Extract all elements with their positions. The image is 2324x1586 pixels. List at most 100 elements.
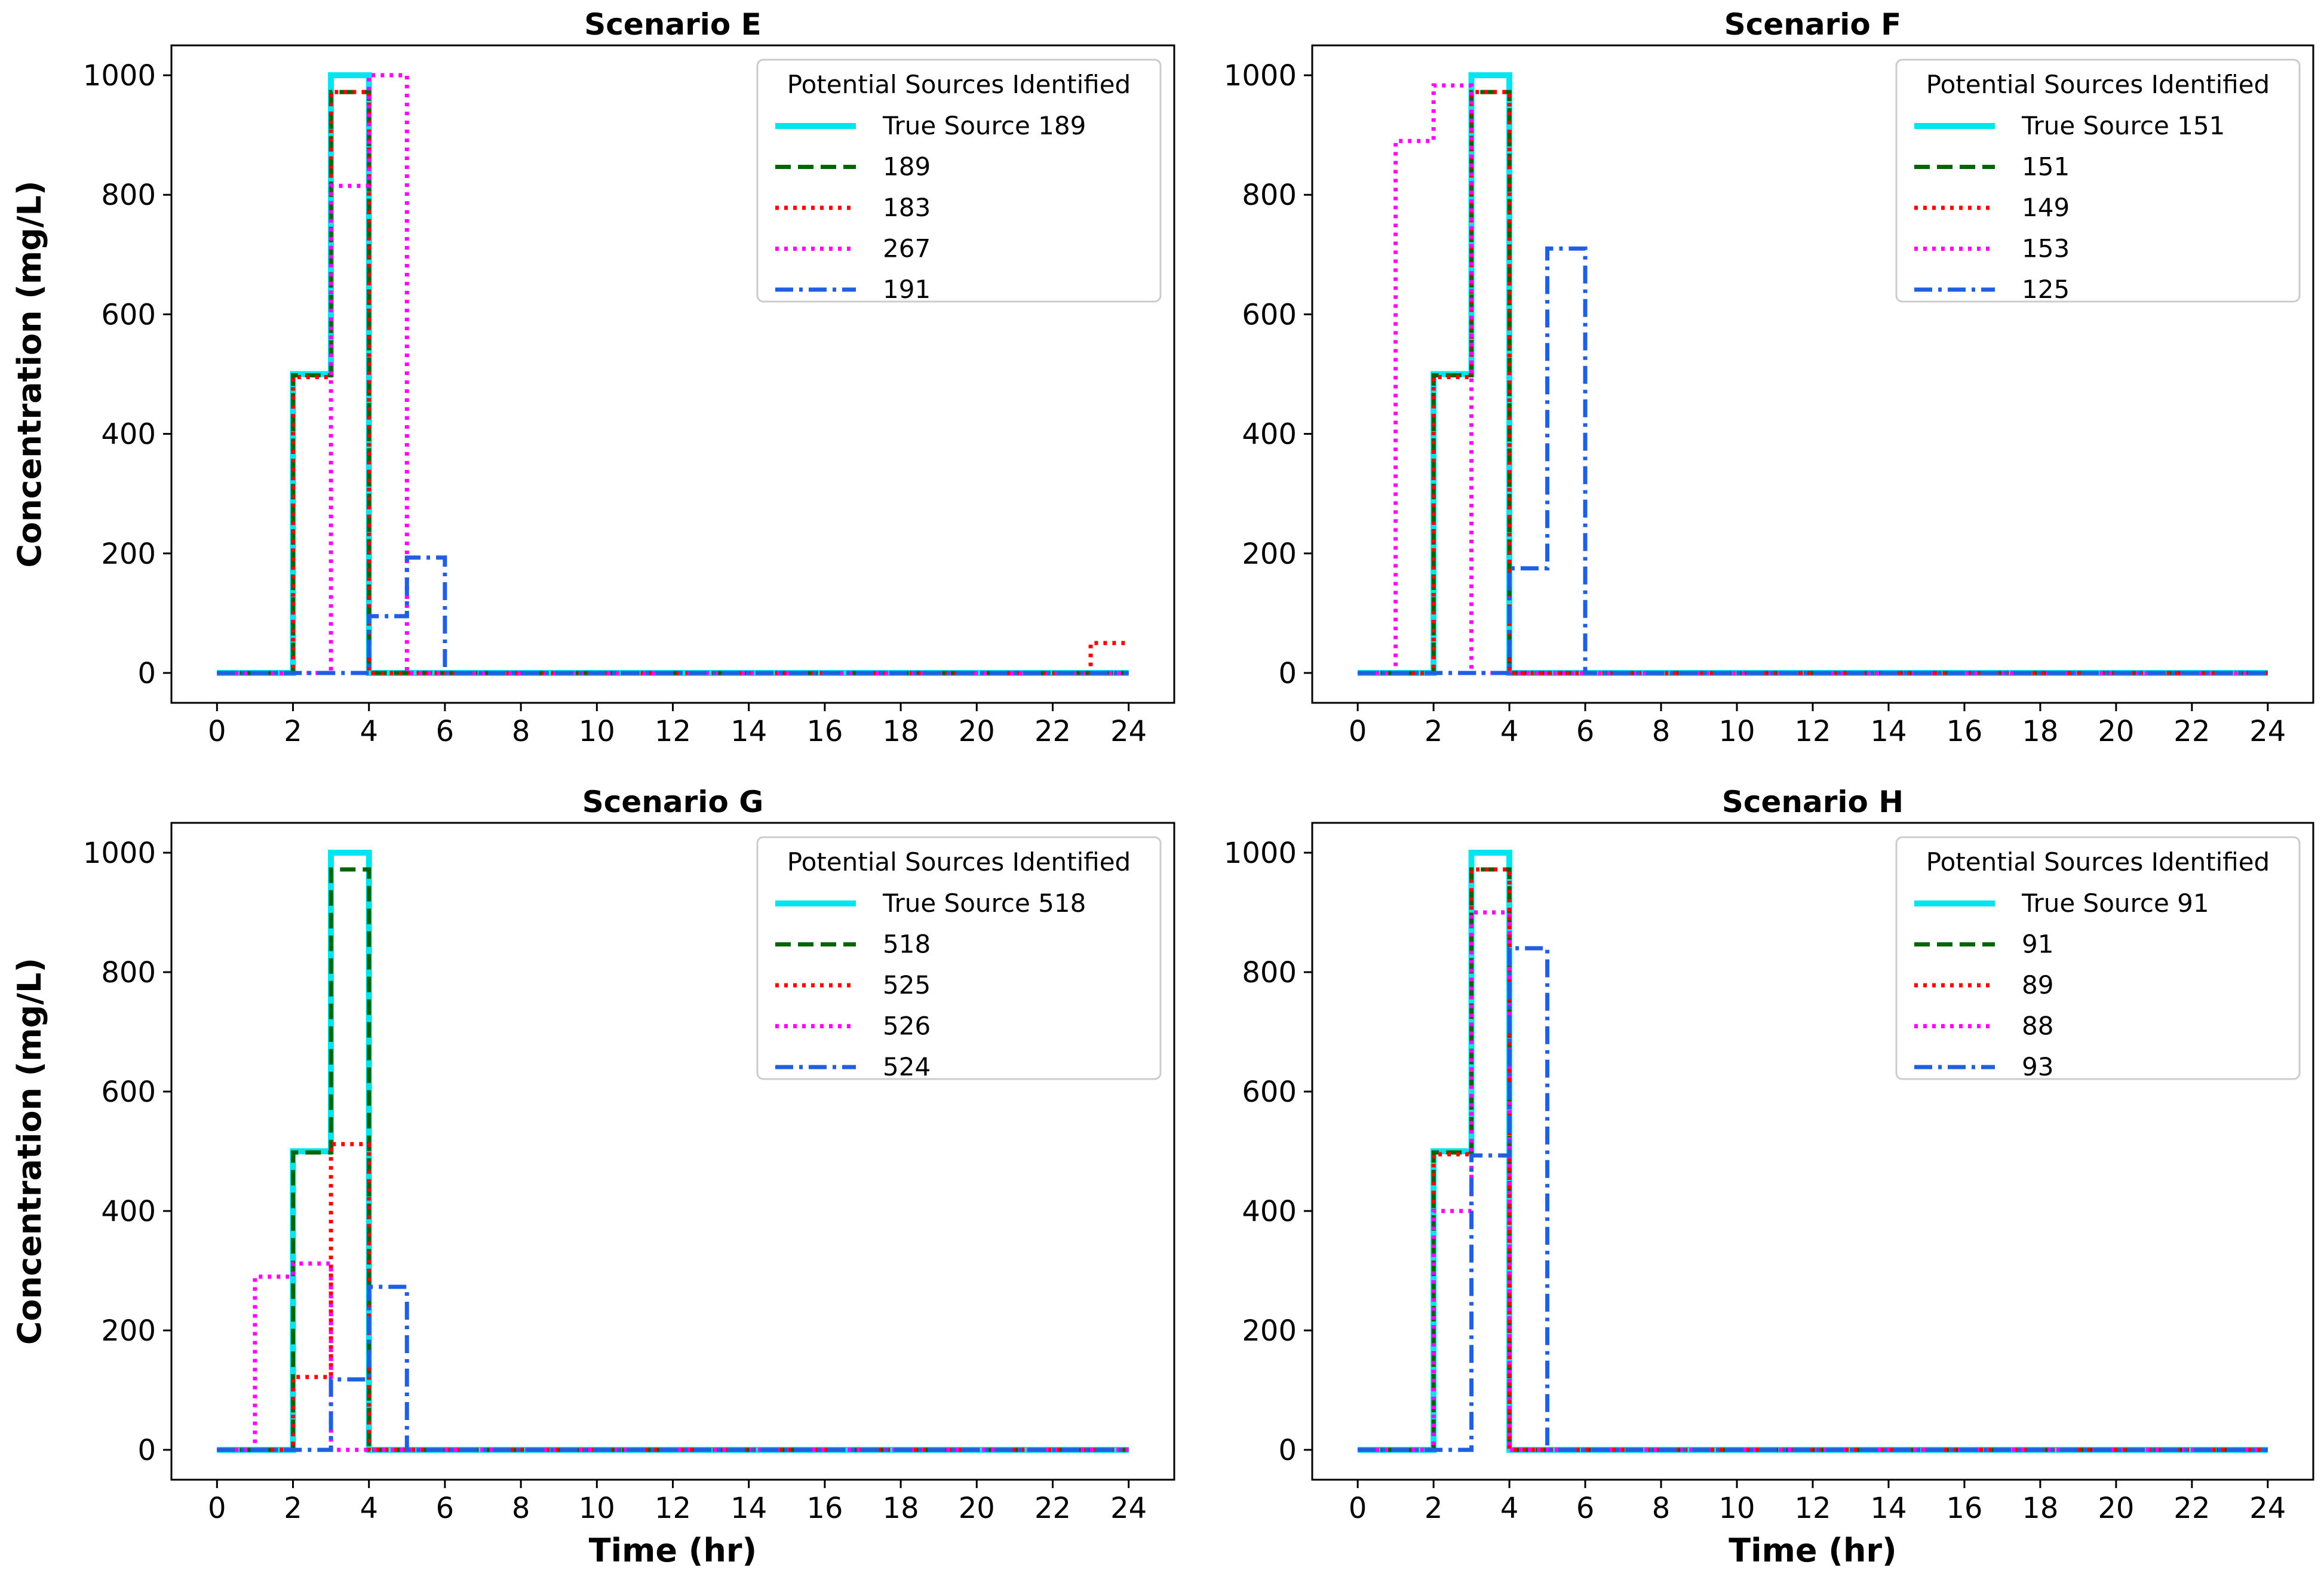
x-tick-label: 0 [1349,715,1367,748]
y-tick-label: 1000 [83,59,156,93]
x-tick-label: 22 [1034,715,1071,748]
legend-label: 191 [883,275,931,304]
x-tick-label: 8 [1652,1492,1671,1525]
legend-label: 153 [2022,234,2070,263]
x-tick-label: 20 [2098,715,2134,748]
x-tick-label: 18 [2022,1492,2058,1525]
y-tick-label: 1000 [83,837,156,870]
x-tick-label: 20 [959,715,995,748]
x-tick-label: 14 [1870,715,1907,748]
legend-label: 524 [883,1052,931,1081]
series-line-525 [217,1142,1129,1452]
legend-label: 91 [2022,930,2053,959]
series-line-191 [217,555,1129,675]
x-tick-label: 22 [2173,715,2210,748]
legend-box [756,836,1162,1080]
legend-label: 518 [883,930,931,959]
legend-label: 149 [2022,193,2070,222]
series-line-153 [1358,83,2268,675]
x-tick-label: 2 [1425,1492,1443,1525]
series-group [1358,72,2268,676]
x-tick-label: 8 [512,715,530,748]
x-tick-label: 24 [1110,1492,1147,1525]
chart-panel-scenario-g: 0 2 4 6 8 10 12 14 16 18 20 22 2402004006008001000Sc… [11,785,1175,1569]
x-tick-label: 12 [655,1492,691,1525]
y-tick-label: 1000 [1224,59,1297,93]
y-tick-label: 800 [1242,956,1297,989]
series-line-88 [1358,910,2268,1452]
x-tick-label: 14 [730,715,767,748]
series-group [217,72,1129,676]
x-tick-label: 4 [1500,715,1519,748]
chart-panel-scenario-e: 0 2 4 6 8 10 12 14 16 18 20 22 2402004006008001000Sc… [11,7,1175,748]
legend-label: 93 [2022,1052,2053,1081]
y-tick-label: 1000 [1224,837,1297,870]
x-tick-label: 16 [806,1492,843,1525]
y-tick-label: 0 [1278,1434,1297,1467]
x-tick-label: 8 [512,1492,530,1525]
series-line-524 [217,1284,1129,1452]
x-tick-label: 6 [1576,1492,1595,1525]
x-tick-label: 24 [2249,715,2286,748]
y-tick-label: 0 [137,1434,156,1467]
legend-label: True Source 91 [2021,889,2209,918]
y-tick-label: 400 [1242,1195,1297,1228]
legend-label: 183 [883,193,931,222]
legend: Potential Sources Identified True Source … [1895,59,2301,304]
x-tick-label: 16 [806,715,843,748]
y-tick-label: 0 [1278,657,1297,690]
x-tick-label: 14 [1870,1492,1907,1525]
x-tick-label: 20 [2098,1492,2134,1525]
legend-label: True Source 151 [2021,111,2225,140]
legend-label: 151 [2022,152,2070,182]
x-tick-label: 6 [436,1492,455,1525]
y-tick-label: 600 [101,298,156,331]
x-tick-label: 24 [1110,715,1147,748]
legend-box [1895,59,2301,303]
legend-box [1895,836,2301,1080]
y-tick-label: 200 [101,537,156,571]
series-group [1358,850,2268,1453]
y-axis-label: Concentration (mg/L) [11,180,48,567]
x-tick-label: 2 [1425,715,1443,748]
x-tick-label: 0 [1349,1492,1367,1525]
x-tick-label: 18 [883,715,919,748]
x-tick-label: 22 [1034,1492,1071,1525]
x-tick-label: 4 [360,1492,378,1525]
x-tick-label: 0 [208,1492,226,1525]
x-tick-label: 12 [1794,1492,1831,1525]
legend-title: Potential Sources Identified [787,847,1131,877]
y-tick-label: 200 [1242,1314,1297,1348]
x-tick-label: 10 [579,715,615,748]
x-tick-label: 12 [655,715,691,748]
series-group [217,850,1129,1453]
x-tick-label: 20 [959,1492,995,1525]
x-tick-label: 18 [2022,715,2058,748]
panel-title: Scenario E [584,7,762,42]
legend-label: 189 [883,152,931,182]
x-tick-label: 12 [1794,715,1831,748]
legend-title: Potential Sources Identified [1926,847,2270,877]
x-tick-label: 6 [436,715,455,748]
legend-label: 88 [2022,1012,2053,1041]
series-line-526 [217,1261,1129,1452]
x-tick-label: 2 [284,715,302,748]
series-line-93 [1358,946,2268,1452]
legend: Potential Sources Identified True Source … [1895,836,2301,1081]
x-tick-label: 4 [360,715,378,748]
legend-label: True Source 518 [882,889,1086,918]
x-tick-label: 10 [1718,1492,1755,1525]
x-tick-label: 4 [1500,1492,1519,1525]
x-tick-label: 10 [1718,715,1755,748]
y-tick-label: 600 [1242,298,1297,331]
legend-title: Potential Sources Identified [1926,70,2270,99]
x-axis-label: Time (hr) [589,1532,757,1569]
legend-label: 267 [883,234,931,263]
legend-title: Potential Sources Identified [787,70,1131,99]
x-tick-label: 18 [883,1492,919,1525]
y-tick-label: 400 [101,418,156,451]
y-tick-label: 200 [1242,537,1297,571]
chart-panel-scenario-h: 0 2 4 6 8 10 12 14 16 18 20 22 2402004006008001000Sc… [1224,785,2314,1569]
x-tick-label: 8 [1652,715,1671,748]
panel-title: Scenario H [1722,785,1904,819]
